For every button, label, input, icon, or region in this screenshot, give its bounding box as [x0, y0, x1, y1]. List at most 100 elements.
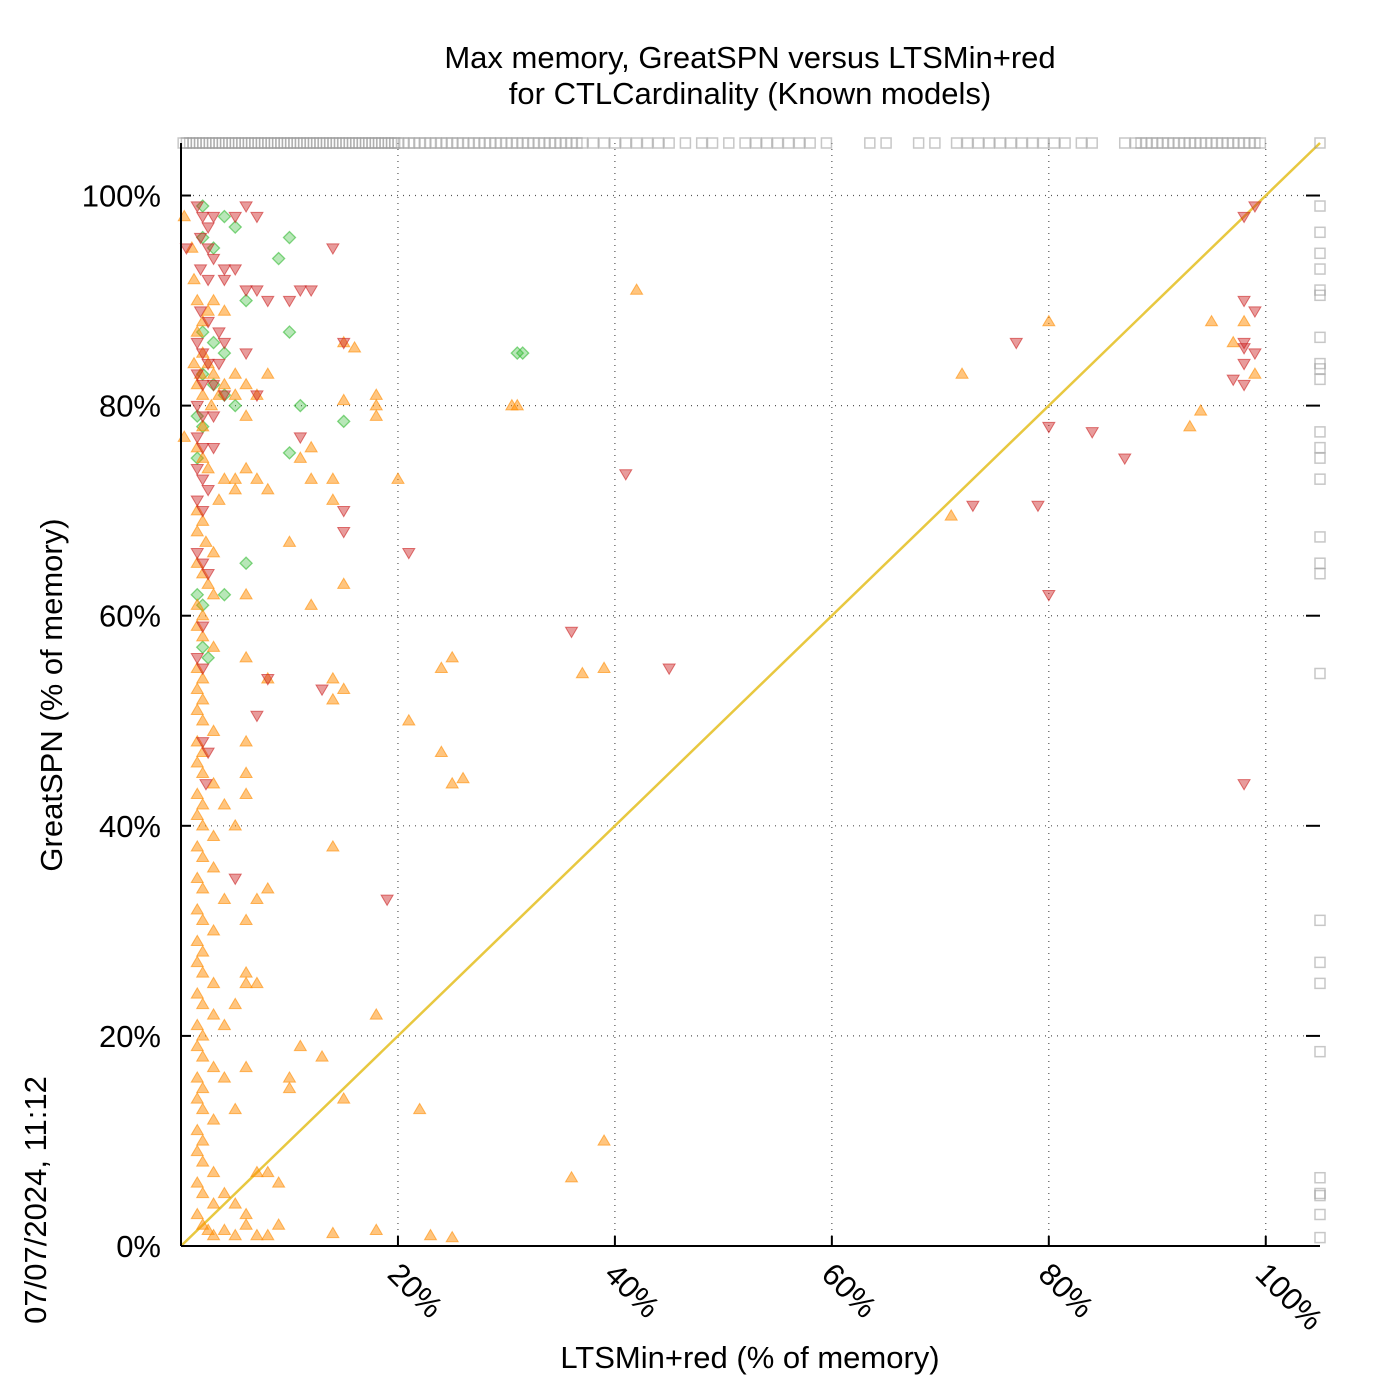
- point-square: [609, 137, 621, 149]
- point-up-triangle: [190, 955, 205, 968]
- point-up-triangle: [228, 388, 243, 400]
- point-down-triangle: [293, 285, 308, 298]
- point-up-triangle: [228, 482, 243, 495]
- point-square: [961, 137, 974, 149]
- point-down-triangle: [1117, 453, 1132, 466]
- point-down-triangle: [260, 674, 275, 686]
- point-down-triangle: [228, 211, 243, 224]
- point-up-triangle: [195, 797, 210, 810]
- point-square: [1059, 137, 1071, 149]
- point-up-triangle: [293, 1039, 308, 1052]
- point-up-triangle: [195, 997, 210, 1010]
- point-up-triangle: [336, 682, 351, 694]
- point-up-triangle: [195, 388, 210, 400]
- point-down-triangle: [201, 484, 215, 497]
- point-square: [864, 137, 876, 149]
- point-down-triangle: [401, 547, 416, 560]
- point-up-triangle: [304, 598, 319, 610]
- point-diamond: [206, 335, 221, 350]
- point-square: [200, 137, 212, 149]
- point-up-triangle: [217, 1223, 232, 1235]
- point-down-triangle: [217, 337, 232, 350]
- point-down-triangle: [195, 442, 210, 455]
- point-up-triangle: [190, 682, 205, 694]
- point-down-triangle: [201, 316, 215, 329]
- point-up-triangle: [195, 1102, 210, 1115]
- point-square: [271, 137, 284, 149]
- point-up-triangle: [250, 1228, 264, 1241]
- point-up-triangle: [195, 881, 210, 894]
- point-up-triangle: [239, 650, 253, 663]
- chart-title: Max memory, GreatSPN versus LTSMin+red f…: [444, 40, 1055, 111]
- point-down-triangle: [250, 710, 264, 723]
- point-up-triangle: [217, 472, 232, 484]
- point-square: [1015, 137, 1028, 149]
- point-square: [1026, 137, 1039, 149]
- point-square: [216, 137, 228, 149]
- point-square: [663, 137, 675, 149]
- x-axis-ticks: 20% 40% 60% 80% 100%: [381, 1236, 1330, 1337]
- point-up-triangle: [190, 1207, 205, 1220]
- point-square: [375, 137, 388, 149]
- point-square: [330, 137, 342, 149]
- point-up-triangle: [336, 393, 351, 406]
- point-square: [372, 137, 385, 149]
- point-up-triangle: [369, 398, 384, 411]
- point-up-triangle: [217, 304, 232, 316]
- point-down-triangle: [201, 274, 215, 287]
- point-up-triangle: [325, 839, 340, 852]
- point-down-triangle: [315, 684, 329, 697]
- point-square: [1314, 452, 1326, 464]
- point-square: [782, 137, 795, 149]
- point-up-triangle: [193, 367, 208, 379]
- point-square: [620, 137, 632, 149]
- point-square: [1314, 373, 1326, 386]
- point-up-triangle: [564, 1170, 579, 1183]
- point-down-triangle: [206, 211, 221, 224]
- point-square: [1314, 473, 1326, 485]
- point-up-triangle: [195, 913, 210, 926]
- point-up-triangle: [217, 797, 232, 810]
- point-square: [750, 137, 762, 149]
- point-down-triangle: [1237, 211, 1251, 224]
- point-up-triangle: [190, 598, 205, 610]
- point-up-triangle: [1237, 314, 1251, 327]
- point-up-triangle: [195, 1028, 210, 1041]
- point-down-triangle: [206, 411, 221, 424]
- point-up-triangle: [190, 1144, 205, 1157]
- point-square: [307, 137, 320, 149]
- point-square: [723, 137, 735, 149]
- point-square: [379, 137, 391, 149]
- point-square: [679, 137, 692, 149]
- point-square: [1314, 331, 1326, 344]
- point-square: [180, 137, 193, 149]
- point-up-triangle: [190, 703, 205, 715]
- point-square: [587, 137, 599, 149]
- point-square: [929, 137, 941, 149]
- point-square: [641, 137, 654, 149]
- point-up-triangle: [206, 860, 221, 873]
- point-down-triangle: [250, 390, 264, 403]
- point-square: [209, 137, 222, 149]
- point-up-triangle: [190, 524, 205, 537]
- point-square: [314, 137, 326, 149]
- point-up-triangle: [195, 608, 210, 621]
- point-square: [343, 137, 355, 149]
- point-down-triangle: [195, 411, 210, 424]
- point-square: [268, 137, 281, 149]
- point-square: [278, 137, 290, 149]
- point-up-triangle: [190, 808, 205, 821]
- point-down-triangle: [217, 264, 232, 277]
- point-down-triangle: [966, 500, 980, 513]
- point-down-triangle: [618, 469, 633, 481]
- point-up-triangle: [239, 587, 253, 600]
- point-square: [950, 137, 963, 149]
- point-down-triangle: [195, 474, 210, 487]
- point-up-triangle: [629, 283, 644, 295]
- point-square: [356, 137, 368, 149]
- point-down-triangle: [195, 558, 210, 571]
- point-down-triangle: [239, 201, 253, 214]
- point-square: [366, 137, 378, 149]
- y-tick-label: 60%: [99, 599, 161, 634]
- point-up-triangle: [206, 1007, 221, 1020]
